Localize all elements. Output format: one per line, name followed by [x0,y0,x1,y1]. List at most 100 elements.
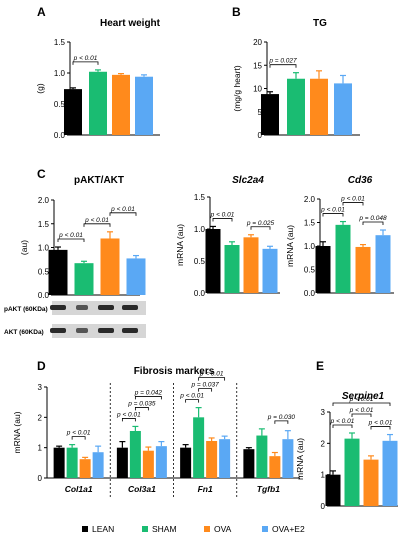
y-tick-label: 2 [321,439,326,448]
bar [375,235,391,293]
blot-label: AKT (60KDa) [4,329,44,336]
blot-label: pAKT (60KDa) [4,306,48,313]
y-axis-label: mRNA (au) [295,438,305,480]
bar [155,446,167,478]
bar [205,229,221,293]
chart-title: Serpine1 [342,391,385,402]
y-tick-label: 2.0 [38,196,50,205]
y-tick-label: 1.0 [38,244,50,253]
bar [243,449,255,478]
significance-label: p < 0.01 [73,55,98,62]
y-tick-label: 3 [38,383,43,392]
blot-band [98,328,114,333]
bar [100,238,120,295]
y-tick-label: 0 [258,131,263,140]
bar [180,447,192,478]
bar [334,83,352,135]
y-tick-label: 0.5 [54,100,66,109]
significance-label: p < 0.01 [116,411,141,418]
bar [315,246,331,293]
bar [64,89,82,135]
y-tick-label: 1.5 [304,219,316,228]
bar [193,417,205,478]
blot-band [122,328,138,333]
y-tick-label: 10 [253,85,262,94]
bar [310,78,328,135]
chart-title: Cd36 [348,175,373,186]
bar [363,459,379,506]
significance-label: p < 0.01 [179,393,204,400]
bar [344,438,360,506]
y-tick-label: 2 [38,413,43,422]
legend-swatch [142,526,148,532]
chart-title: Heart weight [100,18,161,29]
y-axis-label: (au) [19,240,29,255]
y-tick-label: 0.0 [304,289,316,298]
y-tick-label: 0.5 [194,257,206,266]
blot-band [76,305,88,310]
group-label: Col1a1 [65,484,93,494]
y-tick-label: 20 [253,38,262,47]
legend-label: SHAM [152,524,177,534]
bar [135,76,153,135]
bar [112,74,130,135]
blot-band [76,328,88,333]
bar [129,430,141,478]
significance-bracket [198,388,213,392]
significance-bracket [250,226,271,230]
legend-swatch [82,526,88,532]
y-tick-label: 0 [321,502,326,511]
group-label: Tgfb1 [257,484,280,494]
bar [48,249,68,295]
significance-bracket [109,212,137,216]
significance-label: p < 0.01 [349,407,374,414]
y-tick-label: 1.0 [54,69,66,78]
significance-bracket [332,402,391,406]
bar [89,71,107,135]
bar [92,452,104,478]
bar [261,94,279,135]
y-tick-label: 1.0 [194,225,206,234]
significance-bracket [269,64,297,68]
significance-label: p < 0.01 [349,396,374,403]
significance-label: p = 0.035 [127,400,156,407]
y-tick-label: 1 [38,444,43,453]
significance-label: p = 0.048 [358,215,387,222]
significance-bracket [342,202,364,206]
significance-label: p < 0.01 [199,371,224,378]
significance-bracket [370,426,391,430]
significance-label: p = 0.037 [190,382,219,389]
significance-bracket [57,238,85,243]
bar [256,435,268,478]
significance-label: p = 0.027 [268,58,297,65]
bar [66,447,78,478]
bar [335,224,351,293]
bar [269,456,281,478]
significance-label: p < 0.01 [368,420,393,427]
group-label: Fn1 [198,484,213,494]
blot-band [50,305,66,310]
panel-letter: B [232,5,241,19]
significance-label: p < 0.01 [330,418,355,425]
significance-label: p < 0.01 [320,207,345,214]
significance-bracket [134,396,162,400]
significance-bracket [83,223,111,227]
significance-bracket [274,420,289,424]
significance-bracket [121,418,136,422]
bar [282,439,294,478]
y-tick-label: 1.5 [54,38,66,47]
bar [382,440,398,506]
blot-band [50,328,66,333]
legend-label: OVA [214,524,232,534]
legend-label: OVA+E2 [272,524,305,534]
chart-title: pAKT/AKT [74,175,124,186]
significance-bracket [198,377,226,381]
significance-label: p < 0.01 [84,217,109,224]
significance-label: p < 0.01 [58,232,83,239]
y-tick-label: 0.0 [194,289,206,298]
y-axis-label: mRNA (au) [12,411,22,453]
significance-label: p = 0.025 [246,220,275,227]
y-tick-label: 1.5 [38,220,50,229]
significance-bracket [72,61,99,65]
